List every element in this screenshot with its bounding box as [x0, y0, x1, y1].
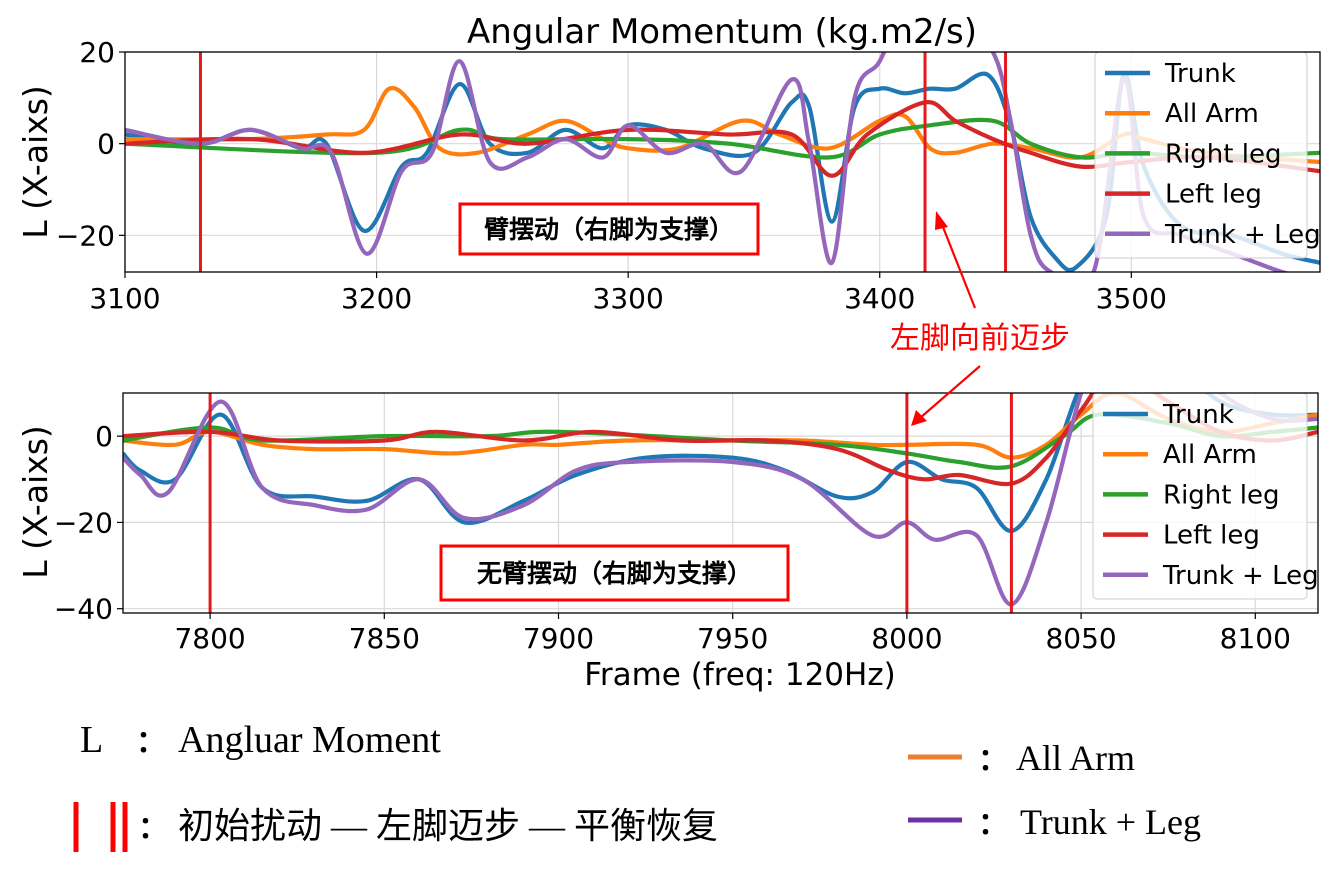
top-annotation-text: 臂摆动（右脚为支撑）: [484, 215, 734, 244]
note-l-text: Angluar Moment: [178, 719, 441, 761]
bottom-annotation-text: 无臂摆动（右脚为支撑）: [477, 559, 752, 588]
bottom-legend-label: Right leg: [1163, 480, 1279, 510]
bottom-xtick-label: 7950: [697, 622, 768, 655]
top-xtick-label: 3500: [1096, 282, 1167, 315]
step-annotation: 左脚向前迈步: [890, 211, 1070, 426]
top-xtick-label: 3100: [89, 282, 160, 315]
chart-top-plot: Trunk All Arm Right leg Left leg Trunk + Leg…: [56, 36, 1321, 315]
note-vline-text: 初始扰动 — 左脚迈步 — 平衡恢复: [178, 806, 718, 846]
bottom-axes-frame: [122, 392, 1319, 614]
bottom-ytick-label: 0: [95, 420, 113, 453]
bottom-legend-label: Left leg: [1163, 521, 1260, 551]
bottom-legend-label: All Arm: [1163, 440, 1257, 470]
chart-top-title: Angular Momentum (kg.m2/s): [467, 12, 977, 52]
note-tl-text: Trunk + Leg: [1020, 802, 1201, 842]
note-tl-colon: ：: [978, 807, 1008, 842]
top-axes-frame: [124, 51, 1321, 273]
chart-bottom-plot: Trunk All Arm Right leg Left leg Trunk + Leg…: [54, 392, 1319, 655]
bottom-xtick-label: 8050: [1045, 622, 1116, 655]
top-legend-label: All Arm: [1165, 99, 1259, 129]
chart-top: Angular Momentum (kg.m2/s) L (X-aixs) Tr…: [16, 12, 1321, 315]
top-xtick-label: 3400: [844, 282, 915, 315]
chart-bottom: L (X-aixs) Frame (freq: 120Hz) Trunk All …: [16, 392, 1319, 693]
bottom-legend-label: Trunk: [1162, 400, 1234, 430]
top-legend-label: Trunk + Leg: [1164, 220, 1321, 250]
note-l-colon: ：: [136, 725, 166, 760]
bottom-xtick-label: 8000: [871, 622, 942, 655]
top-xtick-label: 3200: [341, 282, 412, 315]
top-legend-label: Trunk: [1164, 59, 1236, 89]
bottom-series-left-leg: [123, 393, 1318, 487]
bottom-xtick-label: 8100: [1220, 622, 1291, 655]
note-l-symbol: L: [80, 719, 103, 761]
bottom-annotation-box: [439, 544, 790, 602]
bottom-xtick-label: 7850: [349, 622, 420, 655]
chart-bottom-ylabel: L (X-aixs): [16, 425, 55, 579]
bottom-legend-label: Trunk + Leg: [1162, 561, 1319, 591]
arrow-up-head: [935, 211, 948, 230]
top-legend-label: Right leg: [1165, 139, 1281, 169]
bottom-xtick-label: 7900: [523, 622, 594, 655]
chart-top-ylabel: L (X-aixs): [16, 85, 55, 239]
arrow-down-line: [919, 365, 981, 419]
arrow-label: 左脚向前迈步: [890, 322, 1070, 355]
top-ytick-label: 0: [97, 128, 115, 161]
note-arm-text: All Arm: [1016, 738, 1135, 778]
top-annotation-box: [458, 202, 760, 256]
notes: L ： Angluar Moment ： 初始扰动 — 左脚迈步 — 平衡恢复 …: [73, 719, 1201, 852]
arrow-up-line: [939, 221, 977, 309]
top-legend-label: Left leg: [1165, 180, 1262, 210]
top-xtick-label: 3300: [593, 282, 664, 315]
note-arm-colon: ：: [978, 743, 1008, 778]
note-vline-colon: ：: [138, 811, 168, 846]
bottom-ytick-label: −20: [54, 506, 113, 539]
chart-bottom-xlabel: Frame (freq: 120Hz): [584, 657, 895, 693]
bottom-xtick-label: 7800: [174, 622, 245, 655]
bottom-series-trunk-leg: [123, 393, 1318, 607]
top-ytick-label: −20: [56, 219, 115, 252]
bottom-ytick-label: −40: [54, 593, 113, 626]
top-ytick-label: 20: [79, 36, 115, 69]
top-series-left-leg: [125, 100, 1320, 178]
arrow-down-head: [911, 410, 927, 426]
